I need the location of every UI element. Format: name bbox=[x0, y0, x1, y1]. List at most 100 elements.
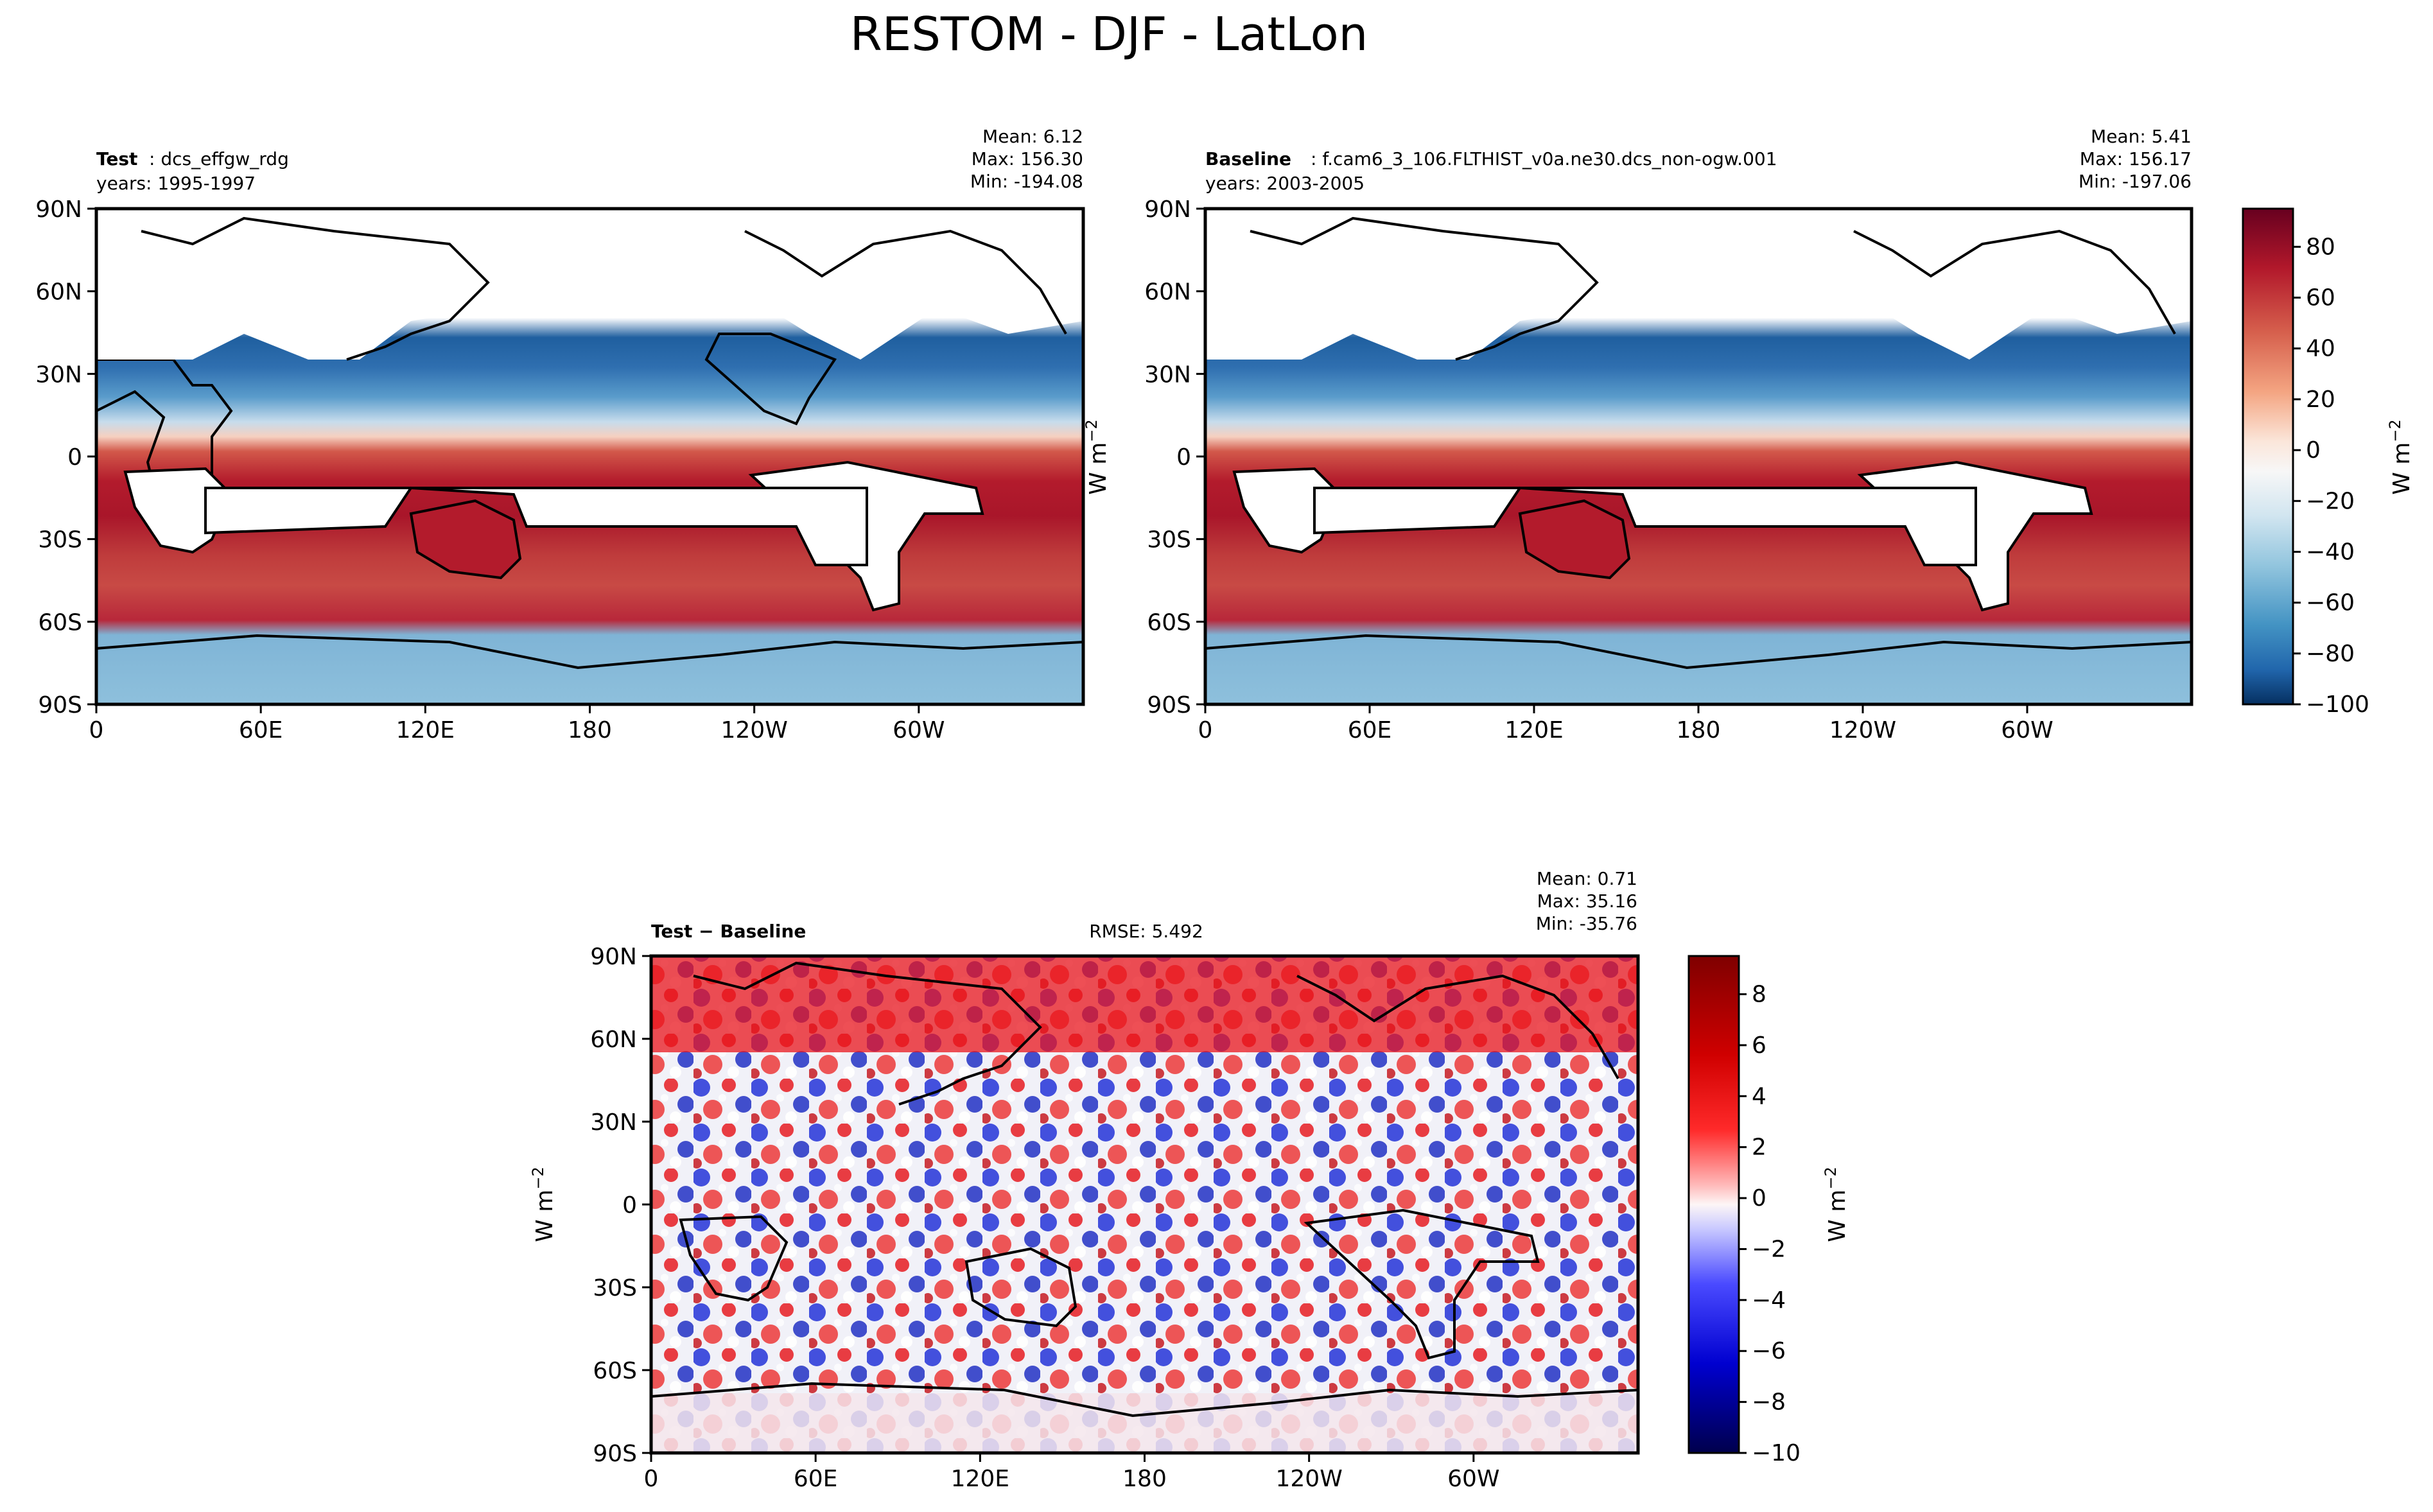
colorbar-tick-label: 4 bbox=[1752, 1083, 1766, 1109]
y-tick-label: 60S bbox=[1147, 609, 1191, 636]
baseline-map: 0 60E 120E 180 120W 60W 90N 60N 30N 0 30S 60S 90S bbox=[1144, 196, 2193, 743]
baseline-min: Min: -197.06 bbox=[2079, 171, 2192, 192]
x-tick-label: 120E bbox=[396, 717, 455, 743]
test-mean: Mean: 6.12 bbox=[982, 126, 1083, 147]
y-tick-label: 60N bbox=[590, 1027, 637, 1053]
colorbar-tick-label: 40 bbox=[2306, 336, 2335, 362]
test-years: years: 1995-1997 bbox=[96, 173, 256, 194]
difference-map: 0 60E 120E 180 120W 60W 90N 60N 30N 0 30S 60S 90S bbox=[590, 944, 1640, 1492]
colorbar-tick-label: −100 bbox=[2306, 691, 2369, 718]
colorbar-tick-label: 2 bbox=[1752, 1134, 1766, 1161]
x-tick-label: 120W bbox=[1276, 1466, 1343, 1492]
colorbar-main: 80 60 40 20 0 −20 −40 −60 −80 −100 W m−2 bbox=[2242, 207, 2415, 718]
x-tick-label: 0 bbox=[644, 1466, 659, 1492]
baseline-land bbox=[1205, 209, 2192, 670]
y-tick-label: 90S bbox=[593, 1441, 637, 1467]
colorbar-tick-label: 0 bbox=[1752, 1185, 1766, 1212]
panel-test: Test : dcs_effgw_rdg years: 1995-1997 Me… bbox=[35, 126, 1085, 743]
colorbar-diff-ticks: 8 6 4 2 0 −2 −4 −6 −8 −10 bbox=[1739, 982, 1801, 1466]
diff-mean: Mean: 0.71 bbox=[1537, 868, 1637, 889]
y-tick-label: 60N bbox=[35, 279, 82, 306]
colorbar-tick-label: 60 bbox=[2306, 285, 2335, 311]
y-tick-label: 0 bbox=[67, 444, 82, 471]
y-tick-label: 30S bbox=[38, 527, 82, 553]
baseline-years: years: 2003-2005 bbox=[1205, 173, 1365, 194]
y-tick-label: 90N bbox=[35, 196, 82, 223]
colorbar-tick-label: −8 bbox=[1752, 1389, 1786, 1416]
x-tick-label: 120E bbox=[1504, 717, 1563, 743]
colorbar-diff-label: W m−2 bbox=[1822, 1167, 1851, 1242]
diff-label: Test − Baseline bbox=[651, 921, 806, 942]
baseline-case-name: : f.cam6_3_106.FLTHIST_v0a.ne30.dcs_non-… bbox=[1311, 148, 1777, 169]
test-max: Max: 156.30 bbox=[972, 148, 1083, 169]
x-tick-label: 60W bbox=[1447, 1466, 1499, 1492]
diff-antarctic-band bbox=[651, 1393, 1638, 1453]
colorbar-main-label: W m−2 bbox=[2386, 419, 2415, 495]
colorbar-tick-label: −60 bbox=[2306, 590, 2355, 616]
colorbar-tick-label: −2 bbox=[1752, 1236, 1786, 1262]
x-tick-label: 180 bbox=[1122, 1466, 1167, 1492]
x-tick-label: 120E bbox=[951, 1466, 1009, 1492]
baseline-mean: Mean: 5.41 bbox=[2091, 126, 2192, 147]
y-tick-label: 90N bbox=[1144, 196, 1191, 223]
test-land bbox=[95, 209, 1084, 670]
y-tick-label: 30N bbox=[35, 361, 82, 388]
colorbar-tick-label: −10 bbox=[1752, 1440, 1801, 1466]
colorbar-tick-label: 0 bbox=[2306, 437, 2321, 464]
test-axes: 0 60E 120E 180 120W 60W 90N 60N 30N 0 30S 60S 90S bbox=[35, 196, 945, 743]
y-tick-label: 30N bbox=[590, 1109, 637, 1136]
test-map: 0 60E 120E 180 120W 60W 90N 60N 30N 0 30S 60S 90S bbox=[35, 196, 1085, 743]
panel-baseline: Baseline : f.cam6_3_106.FLTHIST_v0a.ne30… bbox=[1144, 126, 2415, 743]
y-tick-label: 0 bbox=[622, 1192, 637, 1219]
diff-rmse: RMSE: 5.492 bbox=[1089, 921, 1203, 942]
diff-units-label: W m−2 bbox=[529, 1167, 558, 1242]
baseline-label: Baseline bbox=[1205, 148, 1291, 169]
x-tick-label: 60E bbox=[794, 1466, 838, 1492]
x-tick-label: 180 bbox=[568, 717, 612, 743]
colorbar-tick-label: −6 bbox=[1752, 1338, 1786, 1364]
x-tick-label: 0 bbox=[89, 717, 104, 743]
test-label: Test bbox=[96, 148, 137, 169]
baseline-max: Max: 156.17 bbox=[2080, 148, 2192, 169]
colorbar-main-ticks: 80 60 40 20 0 −20 −40 −60 −80 −100 bbox=[2293, 234, 2369, 718]
x-tick-label: 120W bbox=[721, 717, 788, 743]
test-case-name: : dcs_effgw_rdg bbox=[149, 148, 289, 169]
colorbar-tick-label: −80 bbox=[2306, 641, 2355, 667]
test-min: Min: -194.08 bbox=[970, 171, 1083, 192]
colorbar-diff: 8 6 4 2 0 −2 −4 −6 −8 −10 W m−2 bbox=[1687, 955, 1851, 1466]
x-tick-label: 120W bbox=[1829, 717, 1896, 743]
x-tick-label: 60E bbox=[1348, 717, 1392, 743]
y-tick-label: 0 bbox=[1176, 444, 1191, 471]
x-tick-label: 60W bbox=[2001, 717, 2053, 743]
x-tick-label: 60E bbox=[239, 717, 283, 743]
colorbar-tick-label: 20 bbox=[2306, 387, 2335, 413]
y-tick-label: 30S bbox=[593, 1275, 637, 1301]
colorbar-tick-label: 80 bbox=[2306, 234, 2335, 260]
diff-min: Min: -35.76 bbox=[1536, 913, 1637, 934]
x-tick-label: 60W bbox=[893, 717, 945, 743]
x-tick-label: 0 bbox=[1198, 717, 1213, 743]
y-tick-label: 30N bbox=[1144, 361, 1191, 388]
y-tick-label: 60S bbox=[38, 609, 82, 636]
colorbar-tick-label: −4 bbox=[1752, 1287, 1786, 1314]
panel-difference: Test − Baseline RMSE: 5.492 Mean: 0.71 M… bbox=[529, 868, 1851, 1492]
y-tick-label: 90S bbox=[1147, 692, 1191, 718]
y-tick-label: 90S bbox=[38, 692, 82, 718]
test-units-label: W m−2 bbox=[1083, 419, 1112, 495]
colorbar-diff-bar bbox=[1687, 955, 1740, 1454]
y-tick-label: 60S bbox=[593, 1358, 637, 1384]
diff-arctic-band bbox=[651, 956, 1638, 1052]
colorbar-tick-label: −20 bbox=[2306, 488, 2355, 514]
colorbar-tick-label: 6 bbox=[1752, 1032, 1766, 1059]
colorbar-main-bar bbox=[2242, 207, 2294, 706]
figure-title: RESTOM - DJF - LatLon bbox=[850, 7, 1368, 61]
y-tick-label: 90N bbox=[590, 944, 637, 970]
diff-coastlines bbox=[650, 961, 1639, 1418]
difference-axes: 0 60E 120E 180 120W 60W 90N 60N 30N 0 30S 60S 90S bbox=[590, 944, 1499, 1492]
y-tick-label: 60N bbox=[1144, 279, 1191, 306]
diff-max: Max: 35.16 bbox=[1537, 891, 1637, 912]
colorbar-tick-label: −40 bbox=[2306, 539, 2355, 565]
y-tick-label: 30S bbox=[1147, 527, 1191, 553]
x-tick-label: 180 bbox=[1677, 717, 1721, 743]
